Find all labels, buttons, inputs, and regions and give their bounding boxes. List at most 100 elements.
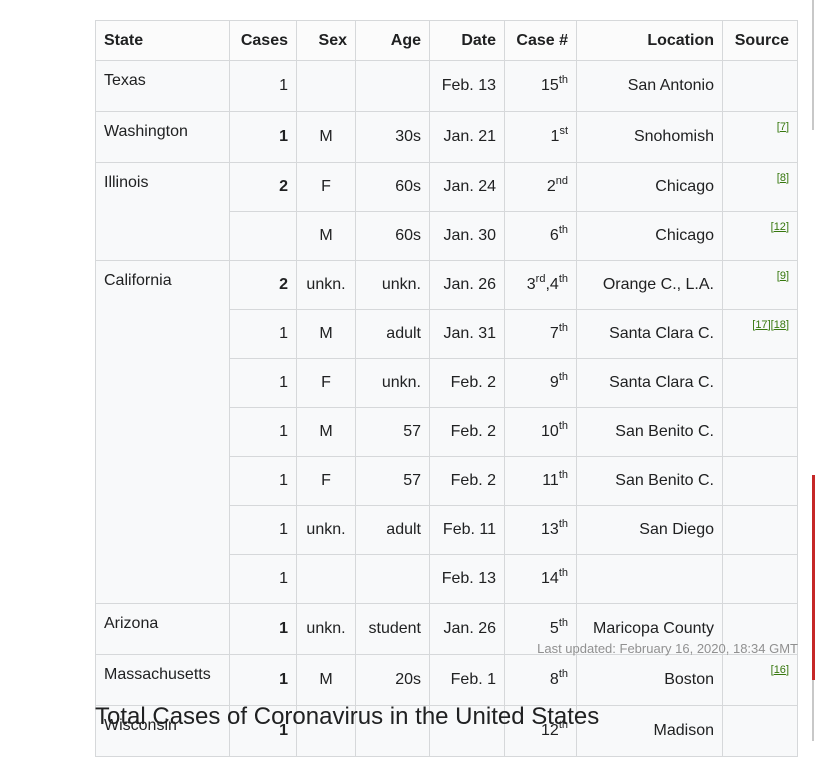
- cell-sex: M: [296, 111, 356, 163]
- cell-source: [722, 505, 798, 555]
- source-reference-link[interactable]: [18]: [770, 319, 789, 331]
- case-ordinal-suffix: th: [558, 667, 568, 680]
- cell-cases: 1: [229, 60, 297, 112]
- cell-location: Orange C., L.A.: [576, 260, 723, 310]
- cell-case-number: 6th: [504, 211, 577, 261]
- case-number: 9: [549, 374, 559, 391]
- cell-state: Illinois: [95, 162, 230, 261]
- cell-source: [722, 358, 798, 408]
- case-number: 11: [542, 472, 559, 489]
- cell-date: Jan. 21: [429, 111, 505, 163]
- cases-table-container: State Cases Sex Age Date Case # Location…: [95, 20, 798, 757]
- cell-age: adult: [355, 309, 430, 359]
- reference-number[interactable]: 18: [773, 319, 786, 331]
- source-reference-link[interactable]: [8]: [776, 172, 789, 184]
- table-row: 1 unkn. adult Feb. 11 13th San Diego: [96, 505, 798, 555]
- cell-location: [576, 554, 723, 604]
- case-number: 10: [541, 423, 559, 440]
- source-reference-link[interactable]: [9]: [776, 270, 789, 282]
- cell-date: Feb. 13: [429, 554, 505, 604]
- cell-source: [17][18]: [722, 309, 798, 359]
- case-number: 3: [526, 276, 536, 293]
- source-reference-link[interactable]: [16]: [770, 664, 789, 676]
- reference-number[interactable]: 17: [755, 319, 768, 331]
- header-location: Location: [576, 20, 723, 61]
- cell-age: adult: [355, 505, 430, 555]
- case-number: 12: [541, 722, 559, 739]
- case-number: 4: [549, 276, 559, 293]
- case-number: 13: [541, 521, 559, 538]
- header-state: State: [95, 20, 230, 61]
- cell-date: Jan. 26: [429, 260, 505, 310]
- cell-source: [722, 705, 798, 757]
- scrollbar-thumb[interactable]: [812, 475, 815, 680]
- cell-case-number: 9th: [504, 358, 577, 408]
- cell-case-number: 15th: [504, 60, 577, 112]
- source-reference-link[interactable]: [7]: [776, 121, 789, 133]
- cell-case-number: 1st: [504, 111, 577, 163]
- cell-date: Jan. 31: [429, 309, 505, 359]
- cell-date: Jan. 24: [429, 162, 505, 212]
- header-age: Age: [355, 20, 430, 61]
- cell-cases: 2: [229, 162, 297, 212]
- reference-number[interactable]: 7: [779, 121, 786, 133]
- scrollbar-track[interactable]: [812, 0, 814, 130]
- cell-age: [355, 554, 430, 604]
- scrollbar-track-lower[interactable]: [812, 680, 814, 741]
- source-reference-link[interactable]: [17]: [752, 319, 771, 331]
- cell-date: Feb. 11: [429, 505, 505, 555]
- cell-source: [16]: [722, 654, 798, 706]
- cell-source: [12]: [722, 211, 798, 261]
- case-number: 2: [546, 178, 556, 195]
- case-number: 8: [549, 671, 559, 688]
- cell-cases: 1: [229, 111, 297, 163]
- reference-number[interactable]: 12: [773, 221, 786, 233]
- cell-source: [722, 407, 798, 457]
- cell-case-number: 11th: [504, 456, 577, 506]
- case-ordinal-suffix: th: [558, 566, 568, 579]
- header-cases: Cases: [229, 20, 297, 61]
- case-ordinal-suffix: nd: [555, 174, 568, 187]
- cell-cases: 2: [229, 260, 297, 310]
- cell-source: [722, 603, 798, 655]
- cell-location: Santa Clara C.: [576, 309, 723, 359]
- cell-state: Washington: [95, 111, 230, 163]
- cell-case-number: 14th: [504, 554, 577, 604]
- cell-age: [355, 60, 430, 112]
- cell-location: San Diego: [576, 505, 723, 555]
- cell-sex: M: [296, 654, 356, 706]
- cell-case-number: 8th: [504, 654, 577, 706]
- table-row: 1 Feb. 13 14th: [96, 554, 798, 604]
- cell-case-number: 3rd,4th: [504, 260, 577, 310]
- cell-sex: M: [296, 211, 356, 261]
- cell-location: Boston: [576, 654, 723, 706]
- cell-age: 20s: [355, 654, 430, 706]
- cell-cases: 1: [229, 309, 297, 359]
- reference-number[interactable]: 16: [773, 664, 786, 676]
- cases-table: State Cases Sex Age Date Case # Location…: [95, 20, 798, 757]
- cell-cases: [229, 211, 297, 261]
- reference-number[interactable]: 8: [779, 172, 786, 184]
- cell-case-number: 13th: [504, 505, 577, 555]
- cell-cases: 1: [229, 654, 297, 706]
- case-number: 14: [541, 570, 559, 587]
- cell-case-number: 10th: [504, 407, 577, 457]
- cell-source: [722, 554, 798, 604]
- cell-age: 60s: [355, 211, 430, 261]
- cell-age: 57: [355, 407, 430, 457]
- cell-cases: 1: [229, 554, 297, 604]
- cell-sex: F: [296, 162, 356, 212]
- cell-case-number: 2nd: [504, 162, 577, 212]
- table-row: Illinois 2 F 60s Jan. 24 2nd Chicago [8]: [95, 162, 798, 261]
- cell-location: Snohomish: [576, 111, 723, 163]
- cell-location: Chicago: [576, 162, 723, 212]
- section-title: Total Cases of Coronavirus in the United…: [95, 703, 600, 730]
- source-reference-link[interactable]: [12]: [770, 221, 789, 233]
- cell-state: Arizona: [95, 603, 230, 655]
- header-source: Source: [722, 20, 798, 61]
- reference-number[interactable]: 9: [779, 270, 786, 282]
- cell-age: unkn.: [355, 358, 430, 408]
- cell-sex: F: [296, 456, 356, 506]
- cell-sex: M: [296, 309, 356, 359]
- table-row: California 2 unkn. unkn. Jan. 26 3rd,4th Orang…: [95, 260, 798, 604]
